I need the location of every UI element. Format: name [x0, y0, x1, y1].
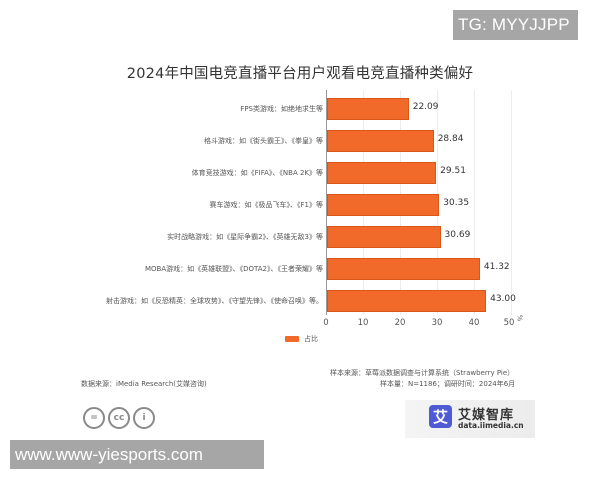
x-tick: 20 [394, 318, 406, 328]
plot-area: 22.09 28.84 29.51 30.35 30.69 41.32 43.00 [326, 90, 516, 315]
category-label: MOBA游戏：如《英雄联盟》、《DOTA2》、《王者荣耀》等 [144, 265, 323, 273]
category-label: FPS类游戏：如绝地求生等 [240, 105, 323, 113]
tg-watermark-badge: TG: MYYJJPP [453, 10, 578, 40]
x-axis-unit: % [515, 314, 524, 322]
bar [327, 194, 440, 216]
gridline [511, 90, 512, 315]
brand-box [405, 400, 535, 438]
category-label: 射击游戏：如《反恐精英：全球攻势》、《守望先锋》、《使命召唤》等。 [106, 297, 323, 305]
category-label: 体育竞技游戏：如《FIFA》、《NBA 2K》等 [191, 169, 323, 177]
attribution-person-icon: i [133, 407, 155, 429]
bar [327, 258, 480, 280]
x-tick: 0 [323, 318, 329, 328]
y-axis-line [326, 90, 327, 315]
legend: 占比 [285, 334, 318, 344]
x-tick: 30 [431, 318, 443, 328]
chart-title: 2024年中国电竞直播平台用户观看电竞直播种类偏好 [126, 66, 474, 82]
bar [327, 98, 409, 120]
imedia-logo-icon: 艾 [429, 405, 452, 428]
bar [327, 130, 434, 152]
category-label: 赛车游戏：如《极品飞车》、《F1》等 [209, 201, 323, 209]
x-tick: 40 [468, 318, 480, 328]
category-label: 实时战略游戏：如《星际争霸2》、《英雄无敌3》等 [167, 233, 323, 241]
bar-value-label: 30.69 [444, 230, 471, 240]
bar-value-label: 22.09 [412, 102, 439, 112]
x-tick: 50 [503, 318, 515, 328]
bar-value-label: 41.32 [483, 262, 510, 272]
no-derivatives-icon: = [83, 407, 105, 429]
data-source: 数据来源：iMedia Research(艾媒咨询) [81, 380, 207, 388]
license-icons: = cc i [83, 407, 155, 429]
bar [327, 290, 487, 312]
bar [327, 226, 441, 248]
site-watermark-banner: www.www-yiesports.com [10, 440, 264, 469]
creative-commons-icon: cc [108, 407, 130, 429]
bar-value-label: 28.84 [437, 134, 464, 144]
sample-source: 样本来源：草莓派数据调查与计算系统（Strawberry Pie） [330, 369, 515, 377]
sample-info: 样本量：N=1186；调研时间：2024年6月 [380, 380, 516, 388]
legend-label: 占比 [304, 335, 318, 343]
legend-swatch [285, 336, 299, 342]
brand-url: data.iimedia.cn [458, 421, 524, 430]
bar-value-label: 43.00 [490, 294, 516, 304]
bar-value-label: 30.35 [443, 198, 470, 208]
bar [327, 162, 437, 184]
bar-value-label: 29.51 [440, 166, 466, 176]
x-tick: 10 [357, 318, 369, 328]
brand-name: 艾媒智库 [458, 408, 515, 423]
chart-card [60, 45, 535, 440]
gridline [474, 90, 475, 315]
category-label: 格斗游戏：如《街头霸王》、《拳皇》等 [204, 137, 323, 145]
